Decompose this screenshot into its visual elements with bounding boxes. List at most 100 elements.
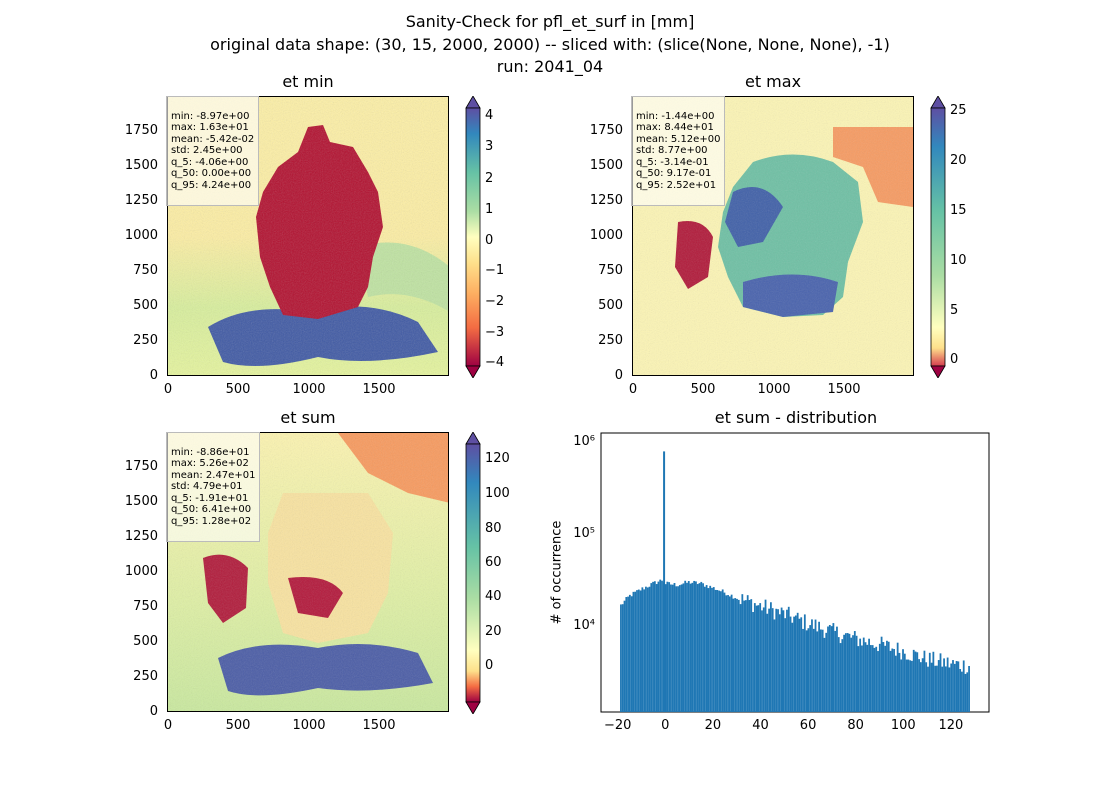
- y-tick: 750: [133, 599, 158, 614]
- hist-bar: [739, 604, 742, 712]
- hist-bar: [886, 640, 888, 712]
- y-tick: 1000: [589, 228, 623, 243]
- y-tick: 500: [133, 634, 158, 649]
- hist-bar: [695, 581, 697, 712]
- hist-bar: [720, 591, 722, 712]
- hist-bar: [768, 608, 771, 712]
- hist-bar: [887, 641, 890, 712]
- colorbar-tick: 0: [485, 233, 494, 248]
- hist-bar: [957, 661, 960, 712]
- x-tick: −20: [603, 718, 632, 733]
- hist-bar: [873, 647, 876, 712]
- colorbar-tick: 20: [485, 624, 502, 639]
- hist-bar: [657, 581, 660, 712]
- et-sum-title: et sum: [280, 408, 336, 427]
- x-tick: 40: [752, 718, 769, 733]
- hist-bar: [650, 583, 653, 712]
- hist-bar: [702, 583, 704, 712]
- hist-bar: [902, 649, 904, 712]
- hist-bar: [714, 589, 717, 712]
- y-tick: 1500: [589, 158, 623, 173]
- hist-bar: [670, 584, 672, 712]
- stat-line: q_5: -1.91e+01: [171, 492, 249, 504]
- hist-bar: [900, 659, 903, 712]
- hist-bar: [819, 629, 822, 712]
- hist-bar: [964, 673, 967, 712]
- y-tick: 750: [598, 263, 623, 278]
- hist-bar: [857, 646, 860, 712]
- hist-bar: [625, 597, 628, 712]
- hist-bar: [730, 594, 733, 712]
- hist-bar: [741, 594, 744, 712]
- hist-bar: [855, 635, 858, 712]
- y-tick: 10⁵: [573, 526, 595, 542]
- hist-bar: [703, 586, 706, 712]
- y-tick: 250: [133, 333, 158, 348]
- y-tick: 1000: [124, 564, 158, 579]
- hist-bar: [752, 611, 754, 712]
- stat-line: q_5: -3.14e-01: [636, 156, 709, 168]
- hist-bar: [684, 580, 687, 712]
- hist-bar: [911, 660, 913, 712]
- hist-bar: [680, 584, 683, 712]
- hist-bar: [655, 584, 658, 712]
- hist-bar: [778, 614, 781, 712]
- hist-bar: [950, 663, 953, 712]
- hist-bar: [743, 600, 746, 712]
- colorbar-tick: 60: [485, 555, 502, 570]
- stat-line: q_50: 9.17e-01: [636, 168, 712, 179]
- et-max-stats-box: min: -1.44e+00 max: 8.44e+01 mean: 5.12e+0…: [631, 96, 726, 206]
- hist-bar: [836, 626, 838, 712]
- hist-bar: [707, 588, 710, 712]
- colorbar-tick: 40: [485, 589, 502, 604]
- x-tick: 0: [661, 718, 670, 733]
- hist-bar: [700, 581, 703, 712]
- hist-bar: [653, 581, 656, 712]
- hist-bar: [846, 633, 849, 712]
- hist-bar: [755, 605, 758, 712]
- hist-bar: [848, 633, 851, 712]
- stat-line: std: 2.45e+00: [171, 145, 243, 156]
- hist-bar: [818, 621, 820, 712]
- hist-bar: [955, 661, 958, 712]
- figure-title-line1: Sanity-Check for pfl_et_surf in [mm]: [405, 12, 695, 31]
- colorbar-tick: 2: [485, 171, 494, 186]
- stat-line: q_95: 2.52e+01: [636, 179, 717, 191]
- hist-bar: [628, 594, 631, 712]
- hist-bar: [898, 652, 901, 712]
- hist-bar: [784, 618, 787, 712]
- hist-bar: [777, 609, 779, 712]
- x-tick: 500: [225, 718, 251, 733]
- hist-bar: [864, 642, 867, 712]
- hist-bar: [946, 657, 949, 712]
- hist-bar: [903, 653, 906, 712]
- hist-bar: [675, 586, 678, 712]
- y-tick: 750: [133, 263, 158, 278]
- hist-bar: [889, 650, 892, 712]
- histogram-plot: [600, 432, 990, 713]
- hist-spike-bar: [663, 451, 666, 712]
- hist-bar: [705, 585, 708, 712]
- hist-bar: [896, 642, 899, 712]
- hist-bar: [627, 596, 629, 712]
- colorbar-tick: 0: [950, 352, 959, 367]
- colorbar-tick: 0: [485, 658, 494, 673]
- hist-bar: [787, 606, 790, 712]
- hist-bar: [816, 631, 819, 712]
- hist-bar: [775, 608, 778, 712]
- hist-bar: [828, 624, 831, 712]
- hist-bar: [932, 651, 935, 712]
- hist-bar: [725, 595, 728, 712]
- hist-bar: [823, 637, 826, 712]
- hist-bar: [814, 619, 817, 712]
- hist-bar: [745, 600, 747, 712]
- x-tick: 1500: [362, 718, 396, 733]
- hist-bar: [771, 608, 774, 712]
- hist-bar: [718, 590, 721, 712]
- x-tick: 1000: [757, 382, 791, 397]
- hist-bar: [871, 645, 874, 712]
- hist-bar: [921, 658, 924, 712]
- hist-bar: [882, 642, 885, 712]
- colorbar-tick: 25: [950, 103, 967, 118]
- hist-bar: [943, 658, 945, 712]
